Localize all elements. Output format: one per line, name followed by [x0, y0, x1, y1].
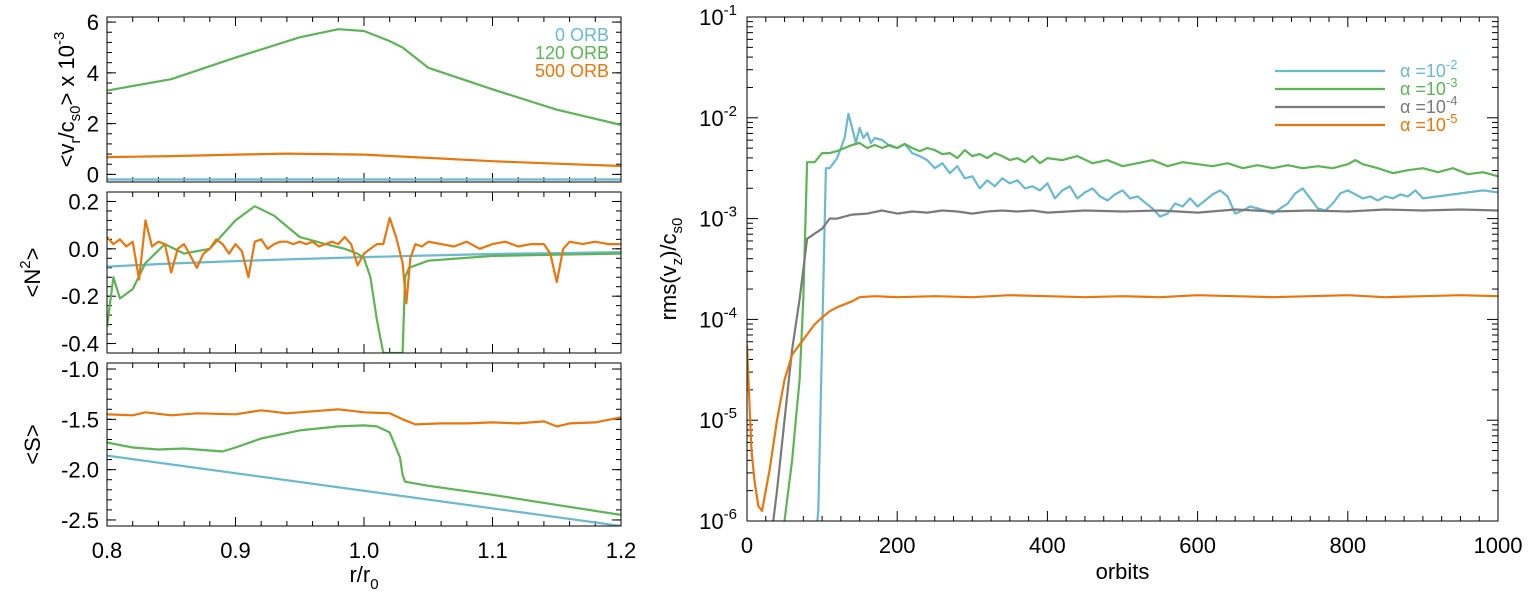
y-tick-label: -2.0: [61, 458, 99, 483]
x-tick-label: 0: [741, 533, 753, 558]
y-tick-label: 6: [87, 10, 99, 35]
y-tick-label: 2: [87, 112, 99, 137]
x-axis-label: r/r0: [349, 562, 378, 593]
legend-item: α =10-4: [1400, 93, 1458, 117]
panel-frame-rms: [746, 16, 1499, 522]
y-tick-label: -1.5: [61, 407, 99, 432]
x-tick-label: 0.9: [220, 538, 251, 563]
y-axis-label: <S>: [20, 424, 45, 464]
series-line-green: [107, 205, 621, 353]
x-axis-label: orbits: [1096, 559, 1150, 584]
x-tick-label: 0.8: [92, 538, 123, 563]
legend-item: α =10-2: [1400, 57, 1458, 81]
legend-item: α =10-3: [1400, 75, 1458, 99]
y-tick-label: 4: [87, 61, 99, 86]
x-tick-label: 400: [1029, 533, 1066, 558]
y-axis-label: <N2>: [17, 248, 45, 298]
x-tick-label: 600: [1179, 533, 1216, 558]
x-tick-label: 1000: [1474, 533, 1523, 558]
legend-item: 120 ORB: [535, 43, 609, 63]
y-tick-label: 10-4: [699, 304, 737, 332]
x-tick-label: 1.1: [477, 538, 508, 563]
y-tick-label: -1.0: [61, 357, 99, 382]
x-tick-label: 1.2: [606, 538, 637, 563]
series-line-green: [107, 28, 621, 126]
y-tick-label: 0: [87, 162, 99, 187]
y-tick-label: -0.4: [61, 332, 99, 357]
y-tick-label: 0.0: [68, 237, 99, 262]
y-tick-label: 10-2: [699, 103, 737, 131]
series-line-gray: [772, 208, 1498, 521]
panel-frame-n2: [106, 191, 622, 354]
series-line-green: [783, 141, 1498, 521]
series-line-orange: [107, 408, 621, 428]
series-line-orange: [107, 216, 621, 305]
y-axis-label: <vr/cs0> x 10-3: [51, 32, 84, 168]
y-tick-label: 10-3: [699, 204, 737, 232]
y-tick-label: -0.2: [61, 284, 99, 309]
x-tick-label: 1.0: [349, 538, 380, 563]
panel-frame-vr: [106, 16, 622, 183]
panel-s: -1.0 -1.5 -2.0 -2.5 <S> 0.8 0.9 1.0 1.1 1.2 r/r0: [20, 357, 636, 593]
y-tick-label: 0.2: [68, 189, 99, 214]
y-tick-label: 10-5: [699, 405, 737, 433]
y-tick-label: 10-1: [699, 2, 737, 30]
legend-item: α =10-5: [1400, 111, 1458, 135]
series-line-blue: [816, 112, 1498, 521]
y-tick-label: -2.5: [61, 508, 99, 533]
panel-rms: 0 200 400 600 800 1000 10-1 10-2 10-3 10-4 10-5 10-…: [656, 2, 1522, 584]
x-tick-label: 200: [879, 533, 916, 558]
series-line-blue: [107, 454, 621, 526]
panel-frame-s: [106, 362, 622, 527]
series-line-orange: [747, 294, 1498, 512]
legend-item: 500 ORB: [535, 61, 609, 81]
legend-item: 0 ORB: [555, 25, 609, 45]
y-axis-label: rms(vz)/cs0: [656, 218, 686, 321]
y-tick-label: 10-6: [699, 506, 737, 534]
series-line-orange: [107, 152, 621, 168]
panel-n2: 0.2 0.0 -0.2 -0.4 <N2>: [17, 189, 622, 357]
series-line-green: [107, 424, 621, 516]
x-tick-label: 800: [1329, 533, 1366, 558]
